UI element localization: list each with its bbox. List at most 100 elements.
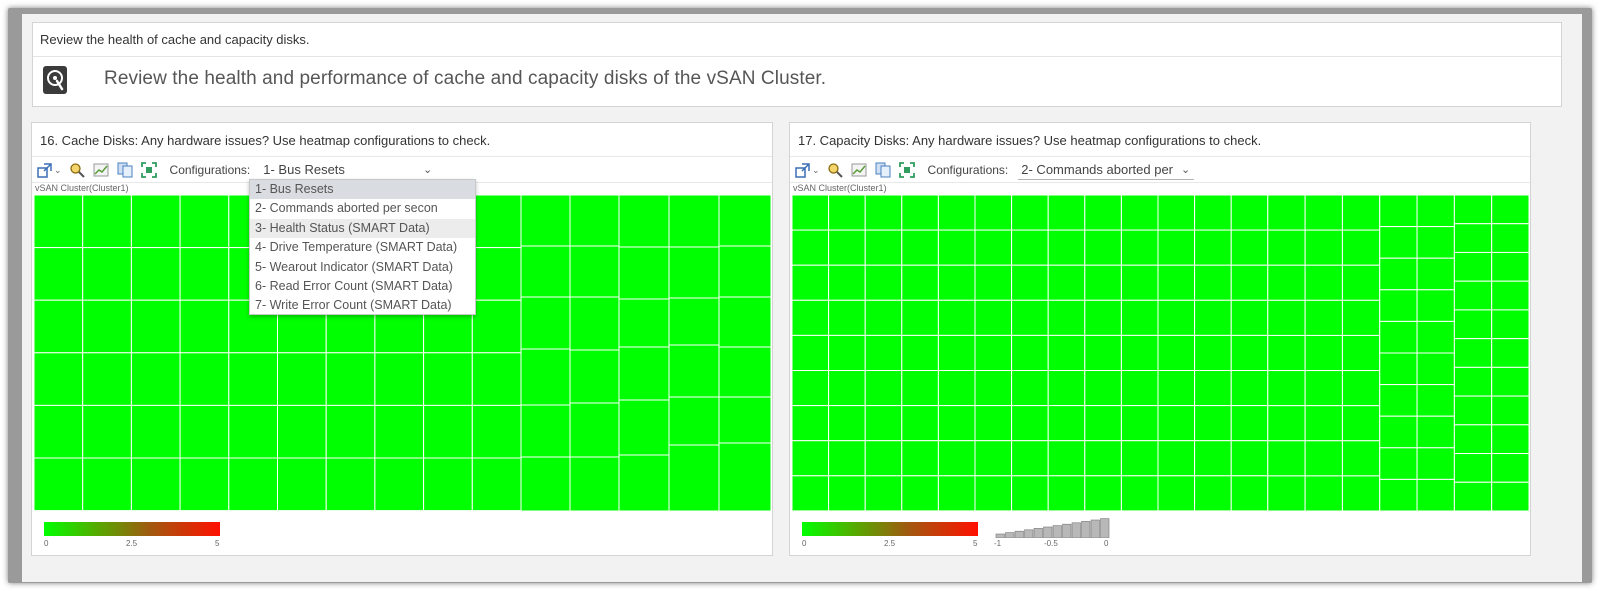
disk-tile[interactable] (228, 457, 279, 511)
disk-tile[interactable] (520, 404, 571, 458)
disk-tile[interactable] (1084, 299, 1122, 336)
disk-tile[interactable] (82, 299, 132, 354)
fullscreen-icon[interactable] (898, 161, 916, 179)
disk-tile[interactable] (569, 349, 620, 404)
disk-tile[interactable] (1120, 299, 1159, 336)
disk-tile[interactable] (569, 402, 620, 458)
disk-tile[interactable] (520, 456, 571, 511)
disk-tile[interactable] (1230, 195, 1269, 231)
copy-icon[interactable] (874, 161, 892, 179)
disk-tile[interactable] (974, 334, 1013, 371)
disk-tile[interactable] (1194, 475, 1232, 511)
dashboard-navigation-icon[interactable] (794, 161, 812, 179)
disk-tile[interactable] (828, 405, 866, 442)
disk-tile[interactable] (1120, 195, 1159, 231)
disk-tile[interactable] (792, 299, 830, 336)
disk-tile[interactable] (179, 404, 230, 459)
disk-tile[interactable] (718, 396, 771, 444)
disk-tile[interactable] (937, 440, 976, 477)
disk-tile[interactable] (1267, 405, 1306, 442)
disk-tile[interactable] (937, 264, 976, 301)
disk-tile[interactable] (1157, 229, 1196, 266)
disk-tile[interactable] (569, 456, 620, 511)
disk-tile[interactable] (1379, 226, 1418, 259)
disk-tile[interactable] (1157, 334, 1196, 371)
disk-tile[interactable] (618, 246, 670, 300)
disk-tile[interactable] (792, 229, 830, 266)
disk-tile[interactable] (1084, 229, 1122, 266)
disk-tile[interactable] (1416, 289, 1455, 322)
dashboard-navigation-icon[interactable] (36, 161, 54, 179)
disk-tile[interactable] (828, 370, 866, 407)
disk-tile[interactable] (1230, 370, 1269, 407)
disk-tile[interactable] (668, 195, 720, 248)
zoom-icon[interactable] (68, 161, 86, 179)
disk-tile[interactable] (901, 299, 939, 336)
disk-tile[interactable] (901, 405, 939, 442)
configurations-dropdown-list[interactable]: 1- Bus Resets 2- Commands aborted per sec… (249, 179, 476, 315)
disk-tile[interactable] (792, 440, 830, 477)
copy-icon[interactable] (116, 161, 134, 179)
disk-tile[interactable] (423, 457, 473, 511)
disk-tile[interactable] (1194, 370, 1232, 407)
disk-tile[interactable] (1194, 229, 1232, 266)
chevron-down-icon[interactable]: ⌄ (812, 164, 820, 175)
disk-tile[interactable] (1491, 195, 1529, 225)
disk-tile[interactable] (828, 440, 866, 477)
disk-tile[interactable] (974, 405, 1013, 442)
disk-tile[interactable] (668, 344, 720, 398)
disk-tile[interactable] (1416, 320, 1455, 354)
disk-tile[interactable] (569, 195, 620, 247)
dropdown-option[interactable]: 2- Commands aborted per secon (255, 201, 438, 216)
disk-tile[interactable] (1341, 195, 1381, 231)
disk-tile[interactable] (1267, 264, 1306, 301)
disk-tile[interactable] (937, 229, 976, 266)
disk-tile[interactable] (34, 195, 84, 249)
disk-tile[interactable] (1491, 280, 1529, 311)
disk-tile[interactable] (179, 352, 230, 406)
disk-tile[interactable] (374, 352, 425, 406)
disk-tile[interactable] (1379, 320, 1418, 354)
disk-tile[interactable] (1379, 384, 1418, 417)
disk-tile[interactable] (1084, 405, 1122, 442)
disk-tile[interactable] (1084, 334, 1122, 371)
disk-tile[interactable] (1194, 195, 1232, 231)
dropdown-option[interactable]: 6- Read Error Count (SMART Data) (255, 278, 453, 293)
disk-tile[interactable] (1194, 334, 1232, 371)
disk-tile[interactable] (374, 457, 425, 511)
disk-tile[interactable] (937, 405, 976, 442)
disk-tile[interactable] (34, 404, 84, 459)
disk-tile[interactable] (1157, 195, 1196, 231)
disk-tile[interactable] (1230, 440, 1269, 477)
disk-tile[interactable] (1267, 195, 1306, 231)
disk-tile[interactable] (1084, 264, 1122, 301)
disk-tile[interactable] (1120, 370, 1159, 407)
disk-tile[interactable] (668, 396, 720, 446)
disk-tile[interactable] (1047, 405, 1086, 442)
disk-tile[interactable] (82, 457, 132, 511)
capacity-heatmap[interactable] (792, 195, 1529, 511)
disk-tile[interactable] (828, 264, 866, 301)
disk-tile[interactable] (718, 442, 771, 511)
disk-tile[interactable] (1341, 229, 1381, 266)
disk-tile[interactable] (423, 352, 473, 406)
disk-tile[interactable] (718, 296, 771, 348)
disk-tile[interactable] (1157, 405, 1196, 442)
disk-tile[interactable] (1304, 195, 1343, 231)
disk-tile[interactable] (668, 297, 720, 346)
disk-tile[interactable] (1453, 366, 1493, 397)
disk-tile[interactable] (792, 370, 830, 407)
disk-tile[interactable] (1453, 338, 1493, 368)
disk-tile[interactable] (1304, 475, 1343, 511)
disk-tile[interactable] (520, 296, 571, 350)
disk-tile[interactable] (792, 405, 830, 442)
disk-tile[interactable] (1453, 223, 1493, 253)
disk-tile[interactable] (130, 404, 181, 459)
disk-tile[interactable] (828, 475, 866, 511)
disk-tile[interactable] (1341, 264, 1381, 301)
disk-tile[interactable] (974, 195, 1013, 231)
disk-tile[interactable] (374, 404, 425, 459)
disk-tile[interactable] (618, 298, 670, 348)
disk-tile[interactable] (471, 404, 522, 459)
disk-tile[interactable] (1379, 447, 1418, 480)
